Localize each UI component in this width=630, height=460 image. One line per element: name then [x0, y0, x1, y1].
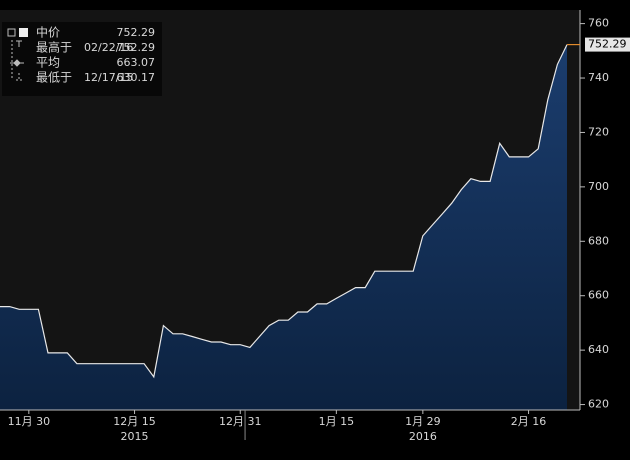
- legend-box: [2, 22, 162, 96]
- y-tick-label: 660: [588, 289, 609, 302]
- y-tick-label: 740: [588, 71, 609, 84]
- x-tick-label: 11月 30: [8, 415, 51, 428]
- y-tick-label: 680: [588, 234, 609, 247]
- legend-icon: [10, 59, 24, 67]
- legend-icon: [19, 28, 28, 37]
- legend-name: 平均: [36, 56, 60, 70]
- x-year-label: 2015: [121, 430, 149, 443]
- legend-icon: [11, 40, 22, 81]
- y-tick-label: 620: [588, 398, 609, 411]
- line: [0, 44, 568, 379]
- x-tick-label: 1月 29: [405, 415, 441, 428]
- plot: [0, 44, 568, 410]
- legend-date: 12/17/15: [84, 71, 133, 84]
- x-tick-label: 12月 15: [113, 415, 156, 428]
- legend-icon: [16, 40, 22, 47]
- legend-name: 中价: [36, 25, 60, 40]
- legend-value: 663.07: [117, 56, 156, 69]
- x-tick-label: 12月 31: [219, 415, 262, 428]
- last-value-label: 752.29: [588, 38, 627, 51]
- legend-value: 752.29: [117, 41, 156, 54]
- legend-value: 630.17: [117, 71, 156, 84]
- legend: 中价 752.29 最高于 02/22/16 752.29 平均 663.07 …: [2, 22, 162, 96]
- y-tick-label: 760: [588, 17, 609, 30]
- legend-name: 最高于: [36, 40, 72, 55]
- legend-name: 最低于: [36, 71, 72, 85]
- last-value-box: [585, 37, 630, 52]
- y-tick-label: 720: [588, 125, 609, 138]
- area: [0, 44, 567, 410]
- legend-icon: [7, 28, 16, 37]
- x-year-label: 2016: [409, 430, 437, 443]
- x-tick-label: 1月 15: [319, 415, 355, 428]
- legend-value: 752.29: [117, 26, 156, 39]
- x-tick-label: 2月 16: [511, 415, 547, 428]
- y-tick-label: 700: [588, 180, 609, 193]
- legend-date: 02/22/16: [84, 41, 133, 54]
- y-tick-label: 640: [588, 343, 609, 356]
